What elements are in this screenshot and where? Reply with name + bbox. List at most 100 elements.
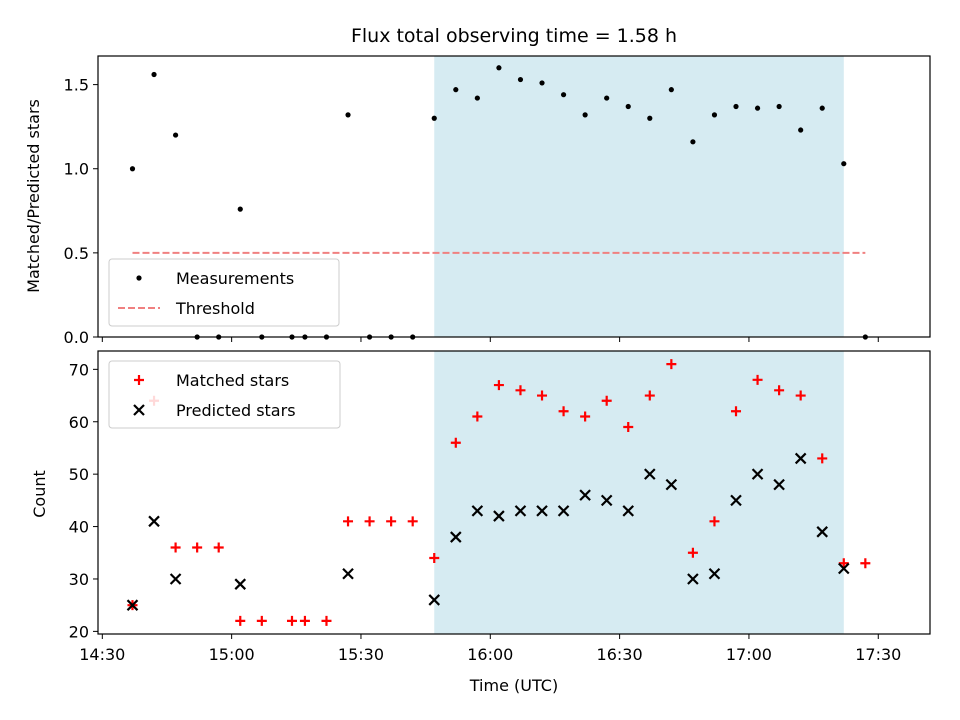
bottom-highlight-span <box>434 351 844 634</box>
legend-label: Matched stars <box>176 371 289 390</box>
predicted-star-point <box>794 452 807 465</box>
legend-matched-marker <box>134 375 144 385</box>
predicted-star-point <box>471 505 484 517</box>
bottom-y-tick-label: 70 <box>69 360 89 379</box>
measurement-point <box>172 132 179 138</box>
bottom-legend: Matched stars Predicted stars <box>108 360 341 429</box>
top-y-axis-label: Matched/Predicted stars <box>24 99 43 293</box>
matched-star-point <box>795 390 806 401</box>
matched-star-point <box>192 542 203 553</box>
bottom-y-tick-label: 60 <box>69 413 89 432</box>
predicted-star-point <box>687 573 699 585</box>
measurement-point <box>668 87 674 93</box>
top-axes-frame <box>97 55 931 338</box>
x-axis-label: Time (UTC) <box>469 676 558 695</box>
measurement-point <box>151 71 157 78</box>
bottom-y-tick-label: 40 <box>69 518 89 537</box>
predicted-star-point <box>579 489 591 501</box>
predicted-star-point <box>600 494 613 507</box>
top-y-tick-label: 0.0 <box>64 328 89 347</box>
predicted-star-point <box>126 599 139 611</box>
x-tick-label: 17:00 <box>726 645 772 664</box>
top-y-tick-label: 0.5 <box>64 244 89 263</box>
matched-star-point <box>817 453 828 464</box>
matched-star-point <box>601 395 612 406</box>
predicted-star-point <box>622 505 635 517</box>
matched-star-point <box>580 411 591 422</box>
matched-star-point <box>774 385 785 396</box>
predicted-star-point <box>493 510 505 522</box>
matched-star-point <box>407 516 418 527</box>
measurement-point <box>582 112 588 118</box>
predicted-star-point <box>234 578 247 590</box>
matched-star-point <box>752 374 763 385</box>
measurement-point <box>474 95 480 101</box>
measurement-point <box>431 115 437 121</box>
predicted-star-point <box>730 494 742 507</box>
x-tick-label: 16:30 <box>597 645 643 664</box>
matched-star-point <box>343 516 354 527</box>
measurement-point <box>754 105 761 111</box>
predicted-star-point <box>557 505 570 517</box>
x-tick-label: 16:00 <box>467 645 513 664</box>
matched-star-point <box>364 516 375 527</box>
measurement-point <box>841 161 847 167</box>
x-tick-label: 15:00 <box>209 645 255 664</box>
bottom-panel: 20 30 40 50 60 70 14:30 15:00 15:30 16:00 16:30 17:… <box>69 350 931 664</box>
matched-star-point <box>213 542 224 553</box>
top-y-tick-label: 1.5 <box>64 76 89 95</box>
predicted-star-point <box>148 515 160 528</box>
matched-star-point <box>256 615 267 626</box>
legend-label: Measurements <box>176 269 294 288</box>
measurement-point <box>129 166 136 172</box>
legend-box <box>108 360 341 429</box>
top-y-tick-label: 1.0 <box>64 160 89 179</box>
predicted-star-point <box>644 468 656 480</box>
x-tick-label: 17:30 <box>855 645 901 664</box>
measurement-point <box>237 206 243 212</box>
matched-star-point <box>731 406 742 417</box>
matched-star-point <box>235 615 246 626</box>
matched-star-point <box>623 421 634 432</box>
matched-star-point <box>537 390 548 401</box>
top-panel: 0.0 0.5 1.0 1.5 Measurements Threshold <box>64 55 931 347</box>
measurement-point <box>560 92 567 98</box>
predicted-star-point <box>514 505 527 517</box>
predicted-star-point <box>536 505 548 517</box>
bottom-axes-frame <box>97 350 931 635</box>
matched-star-point <box>170 542 181 553</box>
matched-star-point <box>493 380 504 391</box>
matched-star-point <box>860 558 871 569</box>
measurement-point <box>625 103 631 110</box>
matched-star-point <box>558 406 569 417</box>
predicted-star-point <box>169 573 182 585</box>
matched-star-point <box>687 547 698 558</box>
bottom-y-tick-label: 20 <box>69 622 89 641</box>
predicted-star-point <box>838 562 850 575</box>
measurement-point <box>776 103 782 110</box>
matched-star-point <box>472 411 483 422</box>
matched-star-point <box>515 385 526 396</box>
legend-label: Predicted stars <box>176 401 296 420</box>
legend-box <box>108 258 340 327</box>
predicted-star-point <box>428 594 441 606</box>
bottom-y-tick-label: 50 <box>69 465 89 484</box>
measurement-point <box>690 139 696 145</box>
bottom-y-tick-label: 30 <box>69 570 89 589</box>
measurement-point <box>345 112 351 118</box>
x-tick-label: 14:30 <box>79 645 125 664</box>
legend-label: Threshold <box>175 299 255 318</box>
predicted-star-point <box>751 468 764 480</box>
matched-star-point <box>450 437 461 448</box>
x-tick-label: 15:30 <box>338 645 384 664</box>
top-legend: Measurements Threshold <box>108 258 340 327</box>
legend-predicted-marker <box>133 404 145 416</box>
measurement-point <box>733 103 739 110</box>
measurement-point <box>647 115 653 121</box>
chart-title: Flux total observing time = 1.58 h <box>351 25 677 47</box>
predicted-star-point <box>816 526 829 538</box>
measurement-point <box>819 105 825 111</box>
matched-star-point <box>838 558 849 569</box>
bottom-y-axis-label: Count <box>30 470 49 518</box>
